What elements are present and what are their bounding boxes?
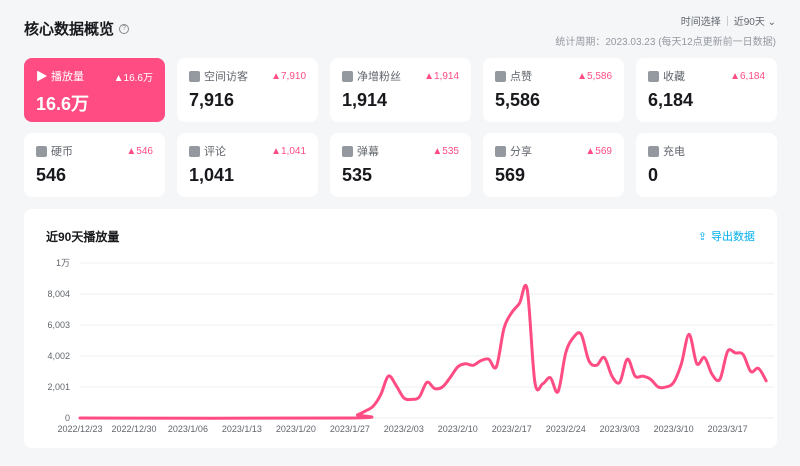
x-tick-label: 2022/12/30 bbox=[111, 424, 156, 434]
stat-label: 评论 bbox=[204, 146, 226, 158]
stat-card[interactable]: 评论 ▲1,041 1,041 bbox=[177, 133, 318, 197]
export-icon: ⇪ bbox=[697, 230, 707, 243]
stat-delta: ▲1,041 bbox=[271, 145, 306, 157]
stat-card[interactable]: 净增粉丝 ▲1,914 1,914 bbox=[330, 58, 471, 122]
comment-icon bbox=[189, 145, 200, 157]
x-tick-label: 2023/2/24 bbox=[546, 424, 586, 434]
x-tick-label: 2023/2/03 bbox=[384, 424, 424, 434]
share-icon bbox=[495, 145, 506, 157]
page-title: 核心数据概览? bbox=[24, 18, 130, 39]
time-filter: 时间选择 近90天 ⌄ 统计周期：2023.03.23 (每天12点更新前一日数据… bbox=[555, 13, 776, 48]
stat-value: 1,041 bbox=[189, 165, 235, 185]
question-circle-icon[interactable]: ? bbox=[119, 23, 130, 34]
battery-icon bbox=[648, 145, 659, 157]
stat-period: 统计周期：2023.03.23 (每天12点更新前一日数据) bbox=[555, 37, 776, 48]
divider bbox=[726, 15, 728, 26]
stat-delta: ▲535 bbox=[432, 145, 459, 157]
stat-label: 分享 bbox=[510, 146, 532, 158]
x-tick-label: 2023/1/20 bbox=[276, 424, 316, 434]
stat-value: 5,586 bbox=[495, 90, 541, 110]
stat-value: 16.6万 bbox=[36, 94, 90, 114]
x-tick-label: 2023/2/17 bbox=[492, 424, 532, 434]
stat-value: 569 bbox=[495, 165, 526, 185]
export-button[interactable]: ⇪ 导出数据 bbox=[698, 228, 755, 244]
x-tick-label: 2023/1/13 bbox=[222, 424, 262, 434]
y-tick-label: 2,001 bbox=[47, 382, 70, 392]
coin-icon bbox=[36, 145, 47, 157]
stat-card[interactable]: 弹幕 ▲535 535 bbox=[330, 133, 471, 197]
time-select-label: 时间选择 bbox=[680, 17, 721, 28]
x-tick-label: 2023/3/17 bbox=[708, 424, 748, 434]
thumb-up-icon bbox=[495, 70, 506, 82]
chevron-down-icon: ⌄ bbox=[767, 17, 776, 28]
stat-delta: ▲546 bbox=[126, 145, 153, 157]
stat-label: 硬币 bbox=[51, 146, 73, 158]
stat-value: 535 bbox=[342, 165, 373, 185]
user-add-icon bbox=[342, 70, 353, 82]
stat-card[interactable]: 播放量 ▲16.6万 16.6万 bbox=[24, 58, 165, 122]
y-tick-label: 4,002 bbox=[47, 351, 70, 361]
line-chart: 0 2,001 4,002 6,003 8,004 1万 2022/12/23 2022/12… bbox=[47, 258, 774, 434]
y-tick-label: 8,004 bbox=[47, 289, 70, 299]
stat-delta: ▲7,910 bbox=[271, 70, 306, 82]
stat-value: 6,184 bbox=[648, 90, 694, 110]
stat-label: 净增粉丝 bbox=[357, 71, 401, 83]
stat-label: 播放量 bbox=[51, 71, 84, 83]
stat-card[interactable]: 硬币 ▲546 546 bbox=[24, 133, 165, 197]
stat-label: 充电 bbox=[663, 146, 685, 158]
y-tick-label: 6,003 bbox=[47, 320, 70, 330]
play-icon bbox=[37, 70, 47, 82]
x-tick-label: 2023/1/27 bbox=[330, 424, 370, 434]
stat-card[interactable]: 充电 0 bbox=[636, 133, 777, 197]
time-range-value: 近90天 bbox=[733, 17, 765, 28]
stat-label: 收藏 bbox=[663, 71, 685, 83]
stat-delta: ▲6,184 bbox=[730, 70, 765, 82]
stat-value: 546 bbox=[36, 165, 67, 185]
x-tick-label: 2023/3/03 bbox=[600, 424, 640, 434]
stat-label: 弹幕 bbox=[357, 146, 379, 158]
stat-label: 空间访客 bbox=[204, 71, 248, 83]
y-tick-label: 1万 bbox=[56, 258, 70, 268]
x-tick-label: 2023/2/10 bbox=[438, 424, 478, 434]
stat-delta: ▲569 bbox=[585, 145, 612, 157]
stat-value: 1,914 bbox=[342, 90, 388, 110]
title-text: 核心数据概览 bbox=[24, 21, 115, 38]
stat-card[interactable]: 分享 ▲569 569 bbox=[483, 133, 624, 197]
x-tick-label: 2022/12/23 bbox=[57, 424, 102, 434]
danmaku-icon bbox=[342, 145, 353, 157]
x-tick-label: 2023/3/10 bbox=[654, 424, 694, 434]
stat-delta: ▲1,914 bbox=[424, 70, 459, 82]
chart-card: 近90天播放量 ⇪ 导出数据 0 2,001 4,002 6,003 8,004 1万 202… bbox=[24, 209, 777, 448]
user-icon bbox=[189, 70, 200, 82]
stat-card[interactable]: 收藏 ▲6,184 6,184 bbox=[636, 58, 777, 122]
stat-card[interactable]: 空间访客 ▲7,910 7,916 bbox=[177, 58, 318, 122]
time-range-dropdown[interactable]: 近90天 ⌄ bbox=[734, 13, 776, 28]
star-icon bbox=[648, 70, 659, 82]
x-tick-label: 2023/1/06 bbox=[168, 424, 208, 434]
stat-value: 7,916 bbox=[189, 90, 235, 110]
stat-delta: ▲5,586 bbox=[577, 70, 612, 82]
series-line bbox=[78, 283, 768, 420]
stat-label: 点赞 bbox=[510, 71, 532, 83]
chart-title: 近90天播放量 bbox=[46, 230, 120, 244]
y-tick-label: 0 bbox=[65, 413, 70, 423]
stat-card[interactable]: 点赞 ▲5,586 5,586 bbox=[483, 58, 624, 122]
stat-delta: ▲16.6万 bbox=[113, 72, 153, 84]
export-label: 导出数据 bbox=[711, 231, 755, 243]
stat-value: 0 bbox=[648, 165, 659, 185]
